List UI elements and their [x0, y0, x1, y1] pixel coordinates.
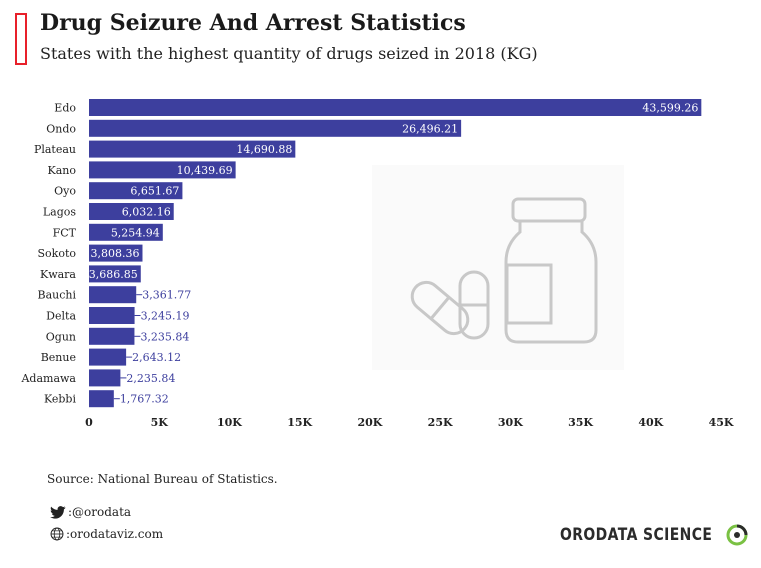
value-label-ogun: 3,235.84 [140, 330, 189, 343]
bottle-label [505, 263, 553, 325]
bar-bauchi [89, 286, 137, 304]
value-label-delta: 3,245.19 [141, 310, 190, 323]
value-label-adamawa: 2,235.84 [126, 372, 175, 385]
bar-lagos [89, 203, 174, 220]
brand-logo: ORODATA SCIENCE [560, 524, 748, 546]
bar-adamawa [89, 369, 121, 387]
category-label-plateau: Plateau [34, 143, 76, 156]
bar-kwara [89, 265, 141, 283]
x-tick-label: 40K [638, 416, 663, 429]
value-label-edo: 43,599.26 [642, 102, 698, 115]
value-label-ondo: 26,496.21 [402, 122, 458, 135]
x-tick-label: 45K [709, 416, 734, 429]
category-label-sokoto: Sokoto [38, 247, 77, 260]
x-tick-label: 20K [357, 416, 382, 429]
value-label-kano: 10,439.69 [177, 164, 233, 177]
x-tick-label: 5K [151, 416, 169, 429]
value-label-sokoto: 3,808.36 [91, 247, 140, 260]
bar-oyo [89, 182, 183, 200]
category-label-fct: FCT [53, 226, 77, 239]
category-label-adamawa: Adamawa [20, 372, 76, 385]
globe-icon [50, 527, 64, 541]
value-label-lagos: 6,032.16 [122, 206, 171, 219]
category-label-edo: Edo [54, 102, 76, 115]
bar-plateau [89, 140, 296, 158]
category-label-ogun: Ogun [46, 330, 76, 343]
website-link[interactable]: :orodataviz.com [50, 527, 163, 541]
bar-ondo [89, 119, 462, 137]
bar-delta [89, 307, 135, 324]
x-tick-label: 10K [217, 416, 242, 429]
value-label-kwara: 3,686.85 [89, 268, 138, 281]
twitter-handle-text: :@orodata [68, 505, 132, 519]
bar-kano [89, 161, 236, 179]
website-text: :orodataviz.com [66, 527, 164, 541]
x-tick-label: 15K [287, 416, 312, 429]
category-label-lagos: Lagos [43, 206, 77, 219]
x-tick-label: 0 [85, 416, 93, 429]
brand-name: ORODATA SCIENCE [560, 525, 713, 545]
value-label-kebbi: 1,767.32 [120, 393, 169, 406]
bar-chart: Edo Ondo Plateau Kano Oyo Lagos FCT Sokoto Kwara… [20, 99, 734, 429]
category-label-ondo: Ondo [46, 122, 76, 135]
value-label-oyo: 6,651.67 [130, 185, 179, 198]
watermark-background [372, 165, 624, 370]
category-label-delta: Delta [46, 310, 76, 323]
source-note: Source: National Bureau of Statistics. [47, 472, 278, 486]
bar-ogun [89, 327, 135, 345]
x-tick-label: 30K [498, 416, 523, 429]
brand-logo-icon [726, 524, 748, 546]
value-label-benue: 2,643.12 [132, 351, 181, 364]
bar-kebbi [89, 390, 114, 408]
category-label-kano: Kano [48, 164, 77, 177]
title-accent-bar [15, 13, 27, 65]
chart-title: Drug Seizure And Arrest Statistics [40, 10, 466, 36]
bar-sokoto [89, 244, 143, 262]
x-tick-label: 35K [568, 416, 593, 429]
bottle-body [504, 221, 598, 344]
bottle-cap [511, 197, 587, 223]
category-label-bauchi: Bauchi [38, 289, 77, 302]
chart-subtitle: States with the highest quantity of drug… [40, 44, 538, 63]
pill-bottle-watermark-icon [372, 165, 624, 370]
capsule-tilted [410, 280, 470, 336]
twitter-handle[interactable]: :@orodata [50, 505, 131, 519]
category-label-oyo: Oyo [54, 185, 76, 198]
bar-fct [89, 223, 163, 241]
category-label-benue: Benue [41, 351, 76, 364]
bar-edo [89, 99, 702, 116]
x-tick-label: 25K [428, 416, 453, 429]
category-label-kebbi: Kebbi [44, 393, 77, 406]
value-label-plateau: 14,690.88 [236, 143, 292, 156]
category-label-kwara: Kwara [40, 268, 76, 281]
value-label-bauchi: 3,361.77 [142, 289, 191, 302]
twitter-icon [50, 505, 66, 519]
bar-benue [89, 348, 127, 366]
value-label-fct: 5,254.94 [111, 226, 160, 239]
